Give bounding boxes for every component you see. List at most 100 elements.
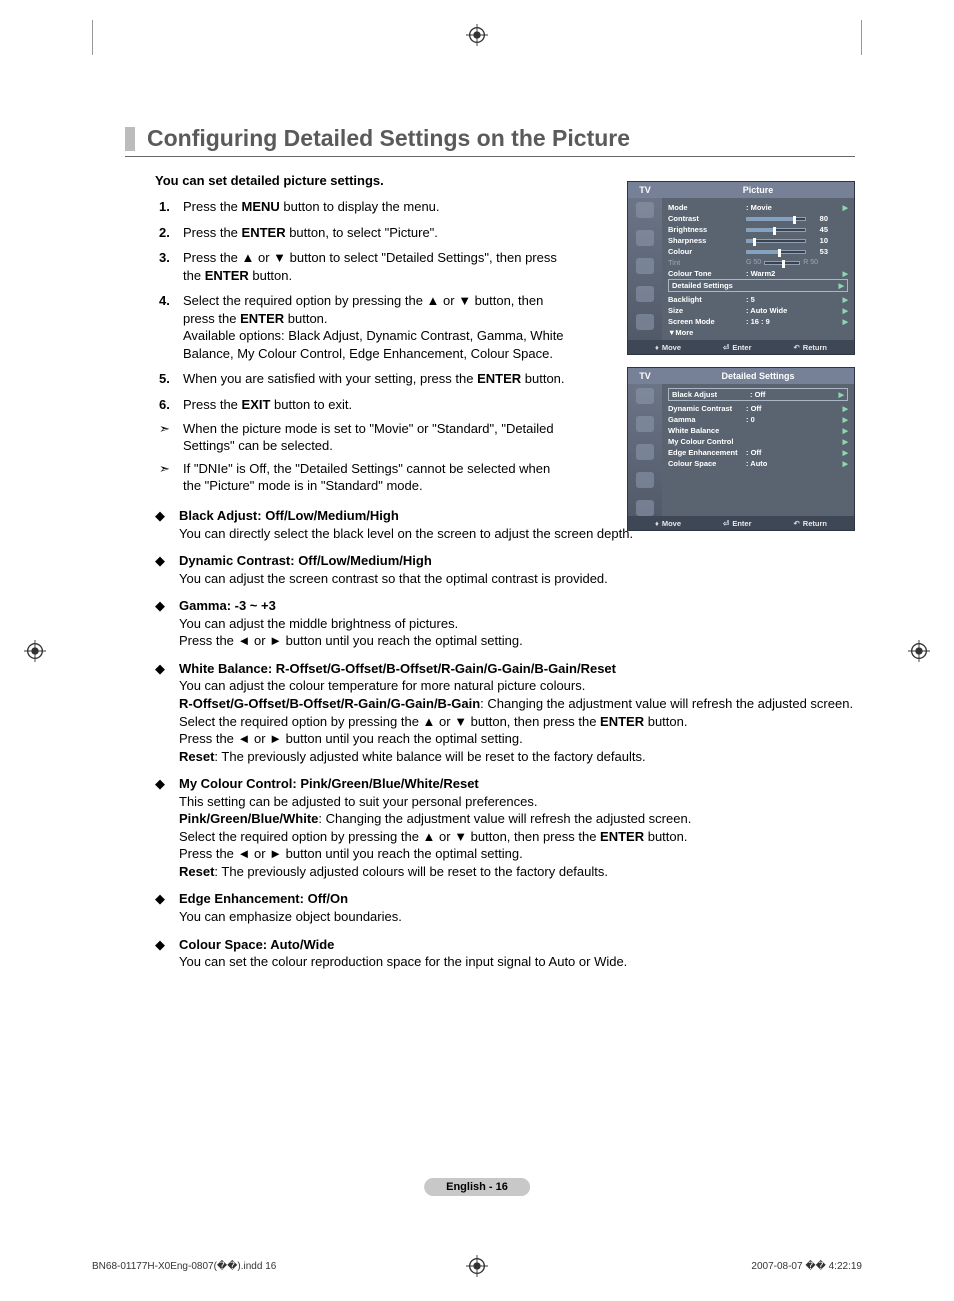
osd-hint-return: ↶Return [794, 343, 827, 352]
diamond-bullet-icon: ◆ [155, 597, 179, 650]
chevron-right-icon: ▶ [839, 282, 844, 290]
page-title: Configuring Detailed Settings on the Pic… [147, 125, 630, 152]
chevron-right-icon: ▶ [843, 427, 848, 435]
title-decoration [125, 127, 135, 151]
osd-tab-icon [636, 416, 654, 432]
chevron-right-icon: ▶ [843, 318, 848, 326]
osd-row-more[interactable]: ▼More [668, 327, 848, 338]
osd-hint-enter: ⏎Enter [723, 519, 751, 528]
osd-row-tint: TintG 50R 50 [668, 257, 848, 268]
detail-title: Colour Space: Auto/Wide [179, 936, 855, 954]
step-number: 3. [159, 249, 183, 284]
osd-row[interactable]: White Balance▶ [668, 425, 848, 436]
osd-row[interactable]: Edge Enhancement: Off▶ [668, 447, 848, 458]
osd-selected-row[interactable]: Black Adjust: Off▶ [668, 388, 848, 401]
slider [746, 250, 806, 254]
chevron-right-icon: ▶ [843, 460, 848, 468]
detail-section: ◆Dynamic Contrast: Off/Low/Medium/HighYo… [155, 552, 855, 587]
osd-row-screen-mode[interactable]: Screen Mode: 16 : 9▶ [668, 316, 848, 327]
osd-tab-icon [636, 500, 654, 516]
detail-body: You can set the colour reproduction spac… [179, 953, 855, 971]
step-text: Select the required option by pressing t… [183, 292, 568, 362]
step-text: Press the MENU button to display the men… [183, 198, 568, 216]
slider [764, 261, 800, 265]
osd-tab-icon [636, 388, 654, 404]
osd-content: Mode: Movie▶ Contrast80 Brightness45 Sha… [662, 198, 854, 340]
osd-row-brightness[interactable]: Brightness45 [668, 224, 848, 235]
osd-header-left: TV [628, 371, 662, 381]
chevron-right-icon: ▶ [843, 296, 848, 304]
osd-tab-icon [636, 444, 654, 460]
chevron-right-icon: ▶ [843, 270, 848, 278]
osd-row-contrast[interactable]: Contrast80 [668, 213, 848, 224]
note-text: If "DNIe" is Off, the "Detailed Settings… [183, 461, 568, 495]
osd-header-left: TV [628, 185, 662, 195]
chevron-right-icon: ▶ [843, 416, 848, 424]
diamond-bullet-icon: ◆ [155, 775, 179, 880]
diamond-bullet-icon: ◆ [155, 890, 179, 925]
page: Configuring Detailed Settings on the Pic… [0, 0, 954, 1301]
detail-title: My Colour Control: Pink/Green/Blue/White… [179, 775, 855, 793]
osd-row[interactable]: My Colour Control▶ [668, 436, 848, 447]
osd-content: Black Adjust: Off▶ Dynamic Contrast: Off▶… [662, 384, 854, 516]
osd-row-backlight[interactable]: Backlight: 5▶ [668, 294, 848, 305]
osd-hint-move: ♦Move [655, 519, 681, 528]
note-arrow-icon: ➣ [159, 421, 183, 455]
step-text: Press the ▲ or ▼ button to select "Detai… [183, 249, 568, 284]
osd-header: TV Detailed Settings [628, 368, 854, 384]
osd-tab-icon [636, 202, 654, 218]
osd-row[interactable]: Dynamic Contrast: Off▶ [668, 403, 848, 414]
detail-sections: ◆Black Adjust: Off/Low/Medium/HighYou ca… [155, 507, 855, 971]
osd-tab-icon [636, 230, 654, 246]
registration-mark-right [908, 640, 930, 662]
osd-selected-row[interactable]: Detailed Settings▶ [668, 279, 848, 292]
osd-tab-icon [636, 286, 654, 302]
note-text: When the picture mode is set to "Movie" … [183, 421, 568, 455]
osd-row-colour-tone[interactable]: Colour Tone: Warm2▶ [668, 268, 848, 279]
step-number: 4. [159, 292, 183, 362]
osd-sidebar [628, 198, 662, 340]
footer-timestamp: 2007-08-07 �� 4:22:19 [751, 1261, 862, 1272]
detail-section: ◆Gamma: -3 ~ +3You can adjust the middle… [155, 597, 855, 650]
title-bar: Configuring Detailed Settings on the Pic… [125, 125, 855, 157]
diamond-bullet-icon: ◆ [155, 660, 179, 765]
note-arrow-icon: ➣ [159, 461, 183, 495]
registration-mark-bottom [466, 1255, 488, 1277]
detail-body: This setting can be adjusted to suit you… [179, 793, 855, 881]
step-text: Press the EXIT button to exit. [183, 396, 568, 414]
osd-row-size[interactable]: Size: Auto Wide▶ [668, 305, 848, 316]
detail-title: Edge Enhancement: Off/On [179, 890, 855, 908]
osd-hint-return: ↶Return [794, 519, 827, 528]
step-number: 6. [159, 396, 183, 414]
step-text: When you are satisfied with your setting… [183, 370, 568, 388]
osd-row[interactable]: Colour Space: Auto▶ [668, 458, 848, 469]
page-number-badge: English - 16 [424, 1178, 530, 1196]
osd-row-sharpness[interactable]: Sharpness10 [668, 235, 848, 246]
osd-row-mode[interactable]: Mode: Movie▶ [668, 202, 848, 213]
osd-row-colour[interactable]: Colour53 [668, 246, 848, 257]
osd-row[interactable]: Gamma: 0▶ [668, 414, 848, 425]
detail-body: You can adjust the middle brightness of … [179, 615, 855, 650]
detail-title: White Balance: R-Offset/G-Offset/B-Offse… [179, 660, 855, 678]
diamond-bullet-icon: ◆ [155, 552, 179, 587]
content-area: Configuring Detailed Settings on the Pic… [125, 125, 855, 981]
osd-hint-enter: ⏎Enter [723, 343, 751, 352]
detail-section: ◆My Colour Control: Pink/Green/Blue/Whit… [155, 775, 855, 880]
crop-line [92, 20, 93, 55]
detail-body: You can adjust the colour temperature fo… [179, 677, 855, 765]
registration-mark-top [466, 24, 488, 46]
footer-filename: BN68-01177H-X0Eng-0807(��).indd 16 [92, 1261, 276, 1272]
osd-tab-icon [636, 472, 654, 488]
chevron-right-icon: ▶ [843, 449, 848, 457]
detail-body: You can adjust the screen contrast so th… [179, 570, 855, 588]
registration-mark-left [24, 640, 46, 662]
osd-sidebar [628, 384, 662, 516]
step-number: 1. [159, 198, 183, 216]
osd-tab-icon [636, 258, 654, 274]
chevron-right-icon: ▶ [843, 405, 848, 413]
diamond-bullet-icon: ◆ [155, 936, 179, 971]
crop-line [861, 20, 862, 55]
step-text: Press the ENTER button, to select "Pictu… [183, 224, 568, 242]
step-number: 2. [159, 224, 183, 242]
osd-hint-move: ♦Move [655, 343, 681, 352]
